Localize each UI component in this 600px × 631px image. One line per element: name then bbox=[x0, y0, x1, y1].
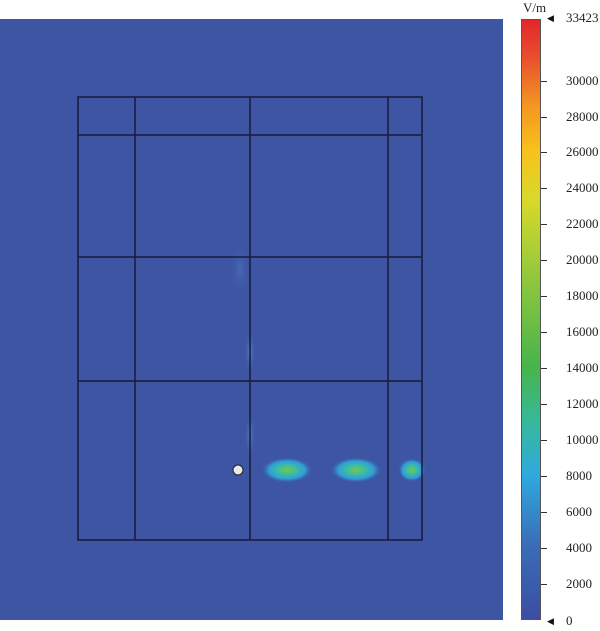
colorbar-tick-mark bbox=[541, 188, 547, 189]
colorbar-tick-label: 20000 bbox=[566, 252, 599, 267]
frame-structure bbox=[77, 96, 423, 541]
colorbar-tick-mark bbox=[541, 512, 547, 513]
min-arrow-icon: ◀ bbox=[547, 616, 554, 626]
colorbar-tick-label: 2000 bbox=[566, 576, 592, 591]
colorbar-tick-mark bbox=[541, 440, 547, 441]
colorbar-tick-mark bbox=[541, 404, 547, 405]
field-hotspot bbox=[261, 457, 313, 483]
colorbar-tick-label: 30000 bbox=[566, 73, 599, 88]
colorbar-tick-mark bbox=[541, 152, 547, 153]
source-marker bbox=[232, 464, 244, 476]
colorbar-tick-mark bbox=[541, 224, 547, 225]
colorbar-tick-mark bbox=[541, 117, 547, 118]
colorbar-tick-label: 24000 bbox=[566, 180, 599, 195]
colorbar-tick-label: 18000 bbox=[566, 288, 599, 303]
colorbar-tick-mark bbox=[541, 260, 547, 261]
field-plot-svg bbox=[77, 96, 426, 541]
colorbar-min-label: 0 bbox=[566, 613, 573, 628]
colorbar-tick-label: 6000 bbox=[566, 504, 592, 519]
colorbar-tick-mark bbox=[541, 368, 547, 369]
field-hotspot bbox=[398, 458, 426, 482]
colorbar-tick-mark bbox=[541, 548, 547, 549]
field-streak bbox=[230, 239, 250, 299]
colorbar-tick-label: 12000 bbox=[566, 396, 599, 411]
colorbar-tick-mark bbox=[541, 584, 547, 585]
colorbar bbox=[521, 19, 541, 620]
colorbar-tick-label: 8000 bbox=[566, 468, 592, 483]
colorbar-tick-mark bbox=[541, 332, 547, 333]
colorbar-tick-label: 22000 bbox=[566, 216, 599, 231]
colorbar-tick-label: 28000 bbox=[566, 109, 599, 124]
field-hotspot bbox=[330, 457, 382, 483]
max-arrow-icon: ◀ bbox=[547, 13, 554, 23]
colorbar-tick-label: 10000 bbox=[566, 432, 599, 447]
field-plot bbox=[0, 19, 503, 620]
colorbar-unit: V/m bbox=[523, 0, 547, 15]
colorbar-tick-label: 14000 bbox=[566, 360, 599, 375]
colorbar-max-label: 33423 bbox=[566, 10, 599, 25]
colorbar-tick-mark bbox=[541, 476, 547, 477]
colorbar-tick-mark bbox=[541, 296, 547, 297]
colorbar-tick-mark bbox=[541, 81, 547, 82]
colorbar-tick-label: 26000 bbox=[566, 144, 599, 159]
colorbar-tick-label: 16000 bbox=[566, 324, 599, 339]
colorbar-tick-label: 4000 bbox=[566, 540, 592, 555]
